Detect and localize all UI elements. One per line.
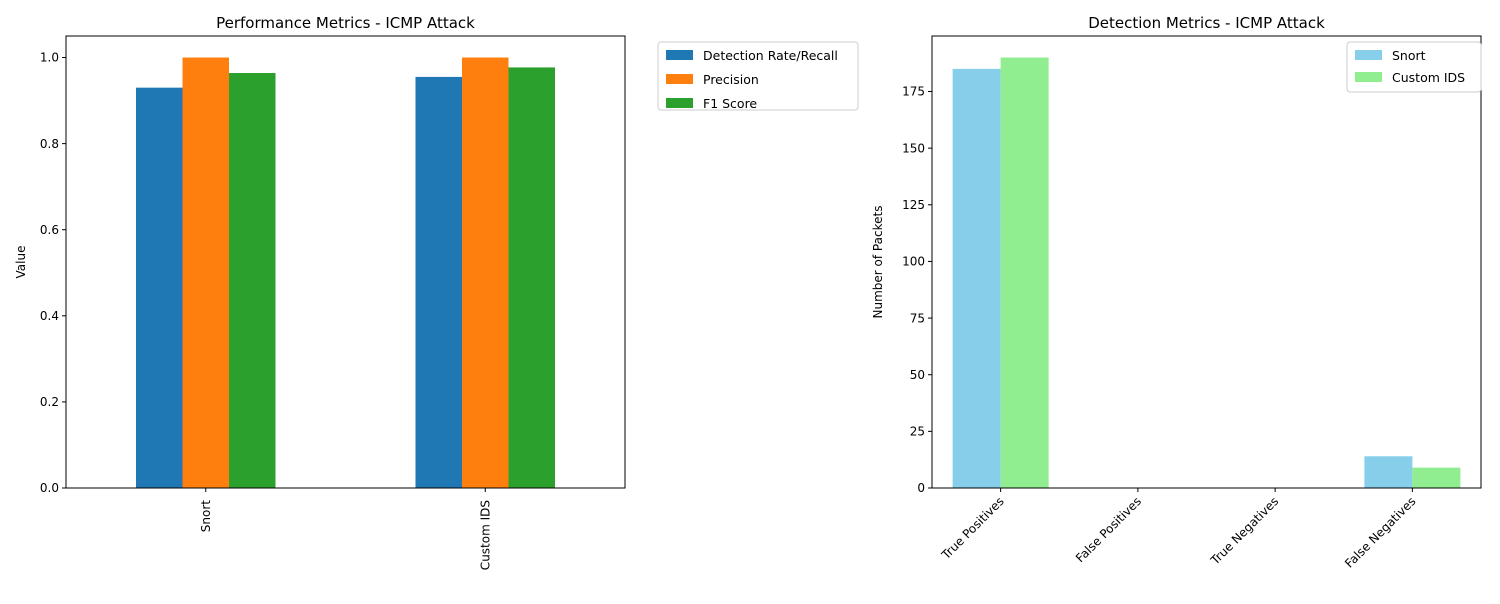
chart-1: 0.0 0.2 0.4 0.6 0.8 1.0 Snort Custom IDS Perform… bbox=[14, 14, 859, 570]
legend-entry: F1 Score bbox=[703, 96, 757, 111]
bar-precision-custom-ids bbox=[462, 57, 509, 489]
chart-2: 0 25 50 75 100 125 150 175 True Positives False P… bbox=[871, 14, 1482, 571]
y-axis-label: Number of Packets bbox=[871, 206, 885, 319]
bar-custom-ids-false-negatives bbox=[1412, 467, 1461, 488]
plot-frame bbox=[931, 35, 1482, 489]
bar-f1-score-custom-ids bbox=[508, 67, 555, 489]
y-tick-label: 1.0 bbox=[40, 51, 59, 65]
legend-swatch bbox=[1355, 50, 1382, 60]
x-tick-label: False Positives bbox=[1073, 494, 1144, 565]
y-tick-label: 125 bbox=[902, 198, 925, 212]
y-tick-label: 75 bbox=[910, 311, 925, 325]
legend: Snort Custom IDS bbox=[1346, 41, 1482, 93]
bar-snort-true-positives bbox=[952, 68, 1001, 488]
legend-swatch bbox=[1355, 72, 1382, 82]
chart-title: Performance Metrics - ICMP Attack bbox=[216, 14, 475, 32]
y-tick-label: 0.4 bbox=[40, 309, 59, 323]
bar-snort-false-negatives bbox=[1364, 456, 1413, 488]
legend-box bbox=[657, 41, 859, 111]
y-tick-label: 175 bbox=[902, 85, 925, 99]
x-tick-label: False Negatives bbox=[1342, 494, 1418, 570]
y-tick-label: 0.2 bbox=[40, 395, 59, 409]
y-tick-label: 25 bbox=[910, 425, 925, 439]
y-tick-label: 50 bbox=[910, 368, 925, 382]
y-tick-label: 150 bbox=[902, 141, 925, 155]
bar-detection-rate-recall-snort bbox=[136, 87, 183, 488]
x-tick-label: True Positives bbox=[938, 494, 1006, 562]
plot-frame bbox=[65, 35, 626, 489]
y-tick-label: 0 bbox=[917, 481, 925, 495]
chart-title: Detection Metrics - ICMP Attack bbox=[1088, 14, 1325, 32]
y-tick-label: 0.8 bbox=[40, 137, 59, 151]
bar-detection-rate-recall-custom-ids bbox=[415, 76, 462, 489]
y-tick-label: 0.6 bbox=[40, 223, 59, 237]
legend-entry: Custom IDS bbox=[1392, 70, 1465, 85]
y-tick-label: 100 bbox=[902, 255, 925, 269]
legend-swatch bbox=[666, 50, 693, 60]
bar-precision-snort bbox=[182, 57, 229, 489]
legend-swatch bbox=[666, 74, 693, 84]
y-tick-label: 0.0 bbox=[40, 481, 59, 495]
legend-swatch bbox=[666, 98, 693, 108]
bar-custom-ids-true-positives bbox=[1000, 57, 1049, 489]
x-tick-label: True Negatives bbox=[1207, 494, 1281, 568]
bar-f1-score-snort bbox=[229, 73, 276, 489]
legend-entry: Precision bbox=[703, 72, 759, 87]
x-tick-label: Snort bbox=[199, 500, 213, 532]
legend: Detection Rate/Recall Precision F1 Score bbox=[657, 41, 859, 111]
legend-entry: Snort bbox=[1392, 48, 1426, 63]
x-tick-label: Custom IDS bbox=[478, 500, 492, 570]
y-axis-label: Value bbox=[14, 246, 28, 279]
legend-entry: Detection Rate/Recall bbox=[703, 48, 838, 63]
